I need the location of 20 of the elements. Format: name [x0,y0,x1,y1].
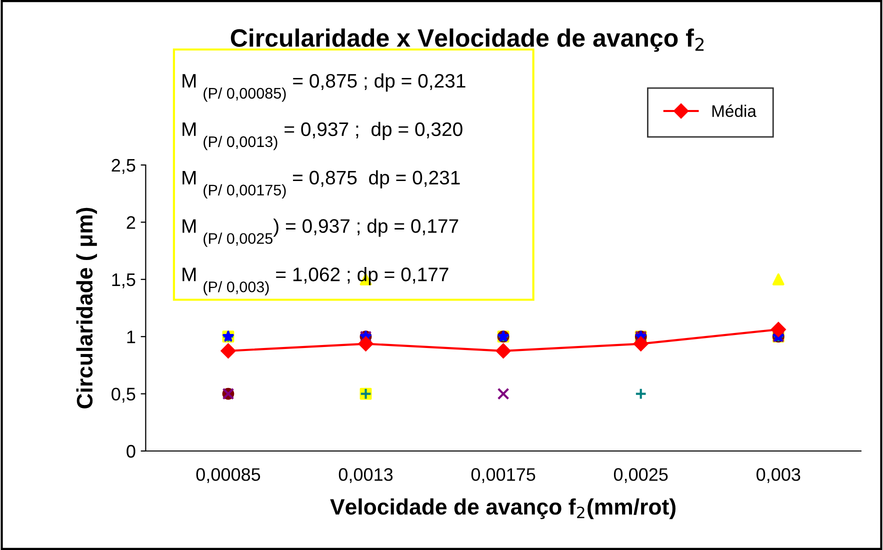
y-tick-label: 1 [127,330,136,344]
x-tick-label: 0,00175 [471,468,536,484]
y-tick-label: 0 [126,444,136,458]
annotation: M (P/ 0,003) = 1,062 ; dp = 0,177 [182,267,448,296]
x-tick-label: 0,00085 [196,468,260,484]
y-tick-label: 2 [126,216,136,229]
annotation: M (P/ 0,00175) = 0,875 dp = 0,231 [182,170,460,199]
y-tick-label: 1,5 [112,274,136,288]
y-tick-label: 0,5 [112,388,136,403]
x-axis-title: Velocidade de avanço f$_{2}$(mm/rot) [330,498,676,520]
annotation: M (P/ 0,0025) = 0,937 ; dp = 0,177 [182,218,458,247]
y-tick-label: 2,5 [112,158,136,174]
chart-title: Circularidade x Velocidade de avanço f$_{2}$ [230,28,704,52]
x-tick-label: 0,003 [756,468,800,484]
y-axis-title: Circularidade ( μm) [76,208,97,408]
x-tick-label: 0,0025 [614,468,668,484]
x-tick-label: 0,0013 [338,468,393,484]
text: M (P/ 0,0013) = 0,937 ; dp = 0,320 [182,122,462,150]
text: M (P/ 0,00085) = 0,875 ; dp = 0,231 [182,73,466,102]
legend-label: Média [712,104,756,117]
